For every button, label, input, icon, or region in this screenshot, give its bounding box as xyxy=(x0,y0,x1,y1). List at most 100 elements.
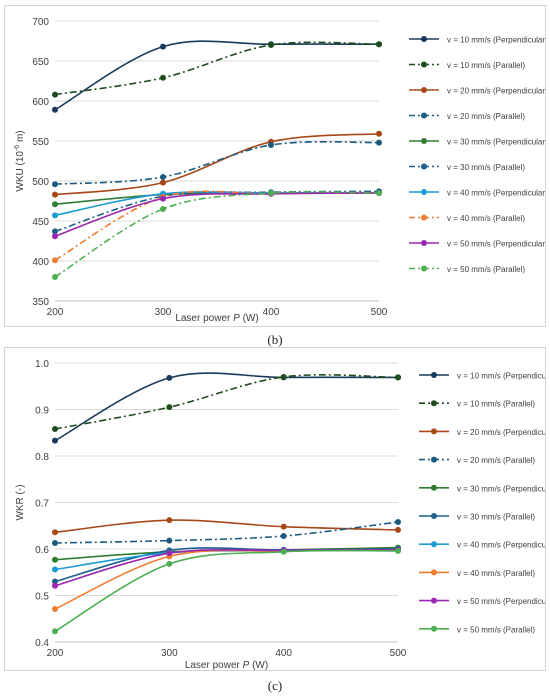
series-line xyxy=(54,191,380,217)
data-point xyxy=(268,142,274,148)
chart-b: 350 400 450 500 550 600 650 700 200 300 400 500 Lase… xyxy=(14,17,545,324)
legend-swatch-marker xyxy=(431,400,437,407)
series-line xyxy=(54,41,380,96)
y-tick-label: 550 xyxy=(32,137,49,148)
x-tick-label: 500 xyxy=(390,648,407,659)
series-line xyxy=(54,549,399,571)
data-point xyxy=(52,556,58,563)
legend-label: v = 10 mm/s (Parallel) xyxy=(457,400,535,409)
data-point xyxy=(52,539,58,546)
data-point xyxy=(52,212,58,219)
data-point xyxy=(395,519,401,526)
data-point xyxy=(280,523,287,530)
series-line xyxy=(54,140,380,185)
data-point xyxy=(166,517,173,524)
data-point xyxy=(376,139,382,146)
y-tick-label: 0.9 xyxy=(35,406,49,417)
legend-label: v = 30 mm/s (Perpendicular) xyxy=(447,138,545,147)
legend-label: v = 40 mm/s (Parallel) xyxy=(447,214,525,223)
data-point xyxy=(280,532,287,539)
data-point xyxy=(166,404,173,411)
data-point xyxy=(52,566,58,573)
legend-swatch-marker xyxy=(431,597,437,604)
legend-label: v = 50 mm/s (Perpendicular) xyxy=(457,597,545,606)
legend-label: v = 10 mm/s (Perpendicular) xyxy=(457,372,545,381)
y-tick-label: 0.5 xyxy=(35,592,49,603)
data-point xyxy=(376,41,382,48)
legend-swatch-marker xyxy=(421,112,427,119)
y-tick-label: 650 xyxy=(32,57,49,68)
data-point xyxy=(160,174,166,180)
y-tick-label: 1.0 xyxy=(35,359,49,370)
chart-panel-c: 0.4 0.5 0.6 0.7 0.8 0.9 1.0 200 300 400 500 Laser p… xyxy=(4,347,546,671)
data-point xyxy=(52,91,58,98)
legend-label: v = 20 mm/s (Perpendicular) xyxy=(447,87,545,96)
caption-c: (c) xyxy=(267,678,283,693)
data-point xyxy=(376,130,382,137)
legend-label: v = 20 mm/s (Perpendicular) xyxy=(457,428,545,437)
data-point xyxy=(52,257,58,264)
legend-label: v = 40 mm/s (Perpendicular) xyxy=(447,189,545,198)
y-tick-label: 0.6 xyxy=(35,545,49,556)
y-axis-label: WKR (-) xyxy=(15,484,26,520)
data-point xyxy=(52,233,58,240)
data-point xyxy=(395,374,401,381)
data-point xyxy=(280,373,287,380)
x-tick-label: 200 xyxy=(47,648,64,659)
data-point xyxy=(52,426,58,433)
chart-panel-b: 350 400 450 500 550 600 650 700 200 300 400 500 Lase… xyxy=(4,5,546,327)
x-axis-label: Laser power P (W) xyxy=(185,660,268,670)
x-tick-label: 300 xyxy=(161,648,178,659)
data-point xyxy=(160,195,166,202)
series-line xyxy=(54,549,399,632)
series-line xyxy=(54,191,380,278)
y-tick-label: 500 xyxy=(32,177,49,188)
x-tick-label: 400 xyxy=(263,307,280,318)
legend-label: v = 30 mm/s (Parallel) xyxy=(457,513,535,522)
y-axis-label: WKU (10-6 m) xyxy=(14,130,26,191)
y-tick-label: 0.8 xyxy=(35,452,49,463)
series-line xyxy=(54,519,399,534)
legend-label: v = 20 mm/s (Parallel) xyxy=(457,456,535,465)
legend-swatch-marker xyxy=(431,456,437,463)
legend-swatch-marker xyxy=(431,569,437,576)
legend-swatch-marker xyxy=(421,36,427,42)
series-line xyxy=(54,190,380,261)
data-point xyxy=(52,201,58,208)
legend-label: v = 20 mm/s (Parallel) xyxy=(447,112,525,121)
data-point xyxy=(268,190,274,196)
series-line xyxy=(54,374,399,430)
data-point xyxy=(52,578,58,585)
data-point xyxy=(52,274,58,280)
legend-label: v = 10 mm/s (Perpendicular) xyxy=(447,36,545,45)
legend-label: v = 30 mm/s (Perpendicular) xyxy=(457,484,545,493)
data-point xyxy=(52,228,58,235)
legend-swatch-marker xyxy=(431,625,437,632)
data-point xyxy=(52,628,58,635)
data-point xyxy=(160,74,166,81)
data-point xyxy=(52,437,58,444)
legend-label: v = 50 mm/s (Parallel) xyxy=(457,625,535,634)
caption-b: (b) xyxy=(267,332,283,347)
legend-label: v = 30 mm/s (Parallel) xyxy=(447,163,525,172)
data-point xyxy=(52,529,58,536)
legend-swatch-marker xyxy=(421,138,427,144)
x-axis-label: Laser power P (W) xyxy=(175,313,258,324)
y-tick-label: 600 xyxy=(32,97,49,108)
chart-c: 0.4 0.5 0.6 0.7 0.8 0.9 1.0 200 300 400 500 Laser p… xyxy=(15,359,545,670)
y-tick-label: 450 xyxy=(32,217,49,228)
x-tick-label: 200 xyxy=(47,307,64,318)
data-point xyxy=(268,42,274,48)
data-point xyxy=(166,550,173,557)
data-point xyxy=(376,190,382,196)
data-point xyxy=(395,547,401,554)
legend-label: v = 40 mm/s (Perpendicular) xyxy=(457,541,545,550)
data-point xyxy=(166,560,173,567)
legend-swatch-marker xyxy=(421,61,427,68)
data-point xyxy=(52,191,58,198)
data-point xyxy=(160,43,166,50)
x-tick-label: 400 xyxy=(275,648,292,659)
data-point xyxy=(395,526,401,533)
series-line xyxy=(54,40,380,111)
y-tick-label: 400 xyxy=(32,257,49,268)
